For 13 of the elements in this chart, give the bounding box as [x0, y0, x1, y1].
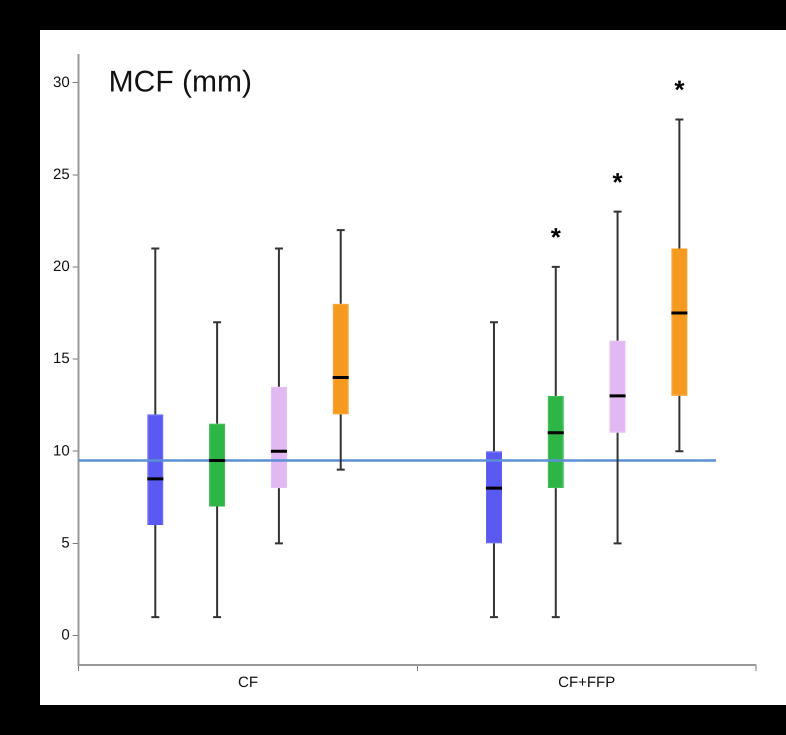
annotation: *	[612, 166, 624, 197]
y-tick-label: 15	[52, 350, 70, 368]
y-tick-label: 5	[61, 534, 70, 552]
y-tick-label: 20	[52, 258, 70, 276]
y-tick-label: 30	[52, 74, 70, 91]
y-tick-label: 10	[52, 442, 70, 460]
chart-title: MCF (mm)	[108, 65, 252, 98]
y-tick-label: 25	[52, 166, 70, 183]
annotation: *	[550, 222, 562, 252]
y-tick-label: 0	[61, 626, 70, 644]
x-tick-label: CF+FFP	[558, 674, 616, 692]
annotation: *	[674, 74, 686, 105]
x-tick-label: CF	[238, 674, 258, 692]
